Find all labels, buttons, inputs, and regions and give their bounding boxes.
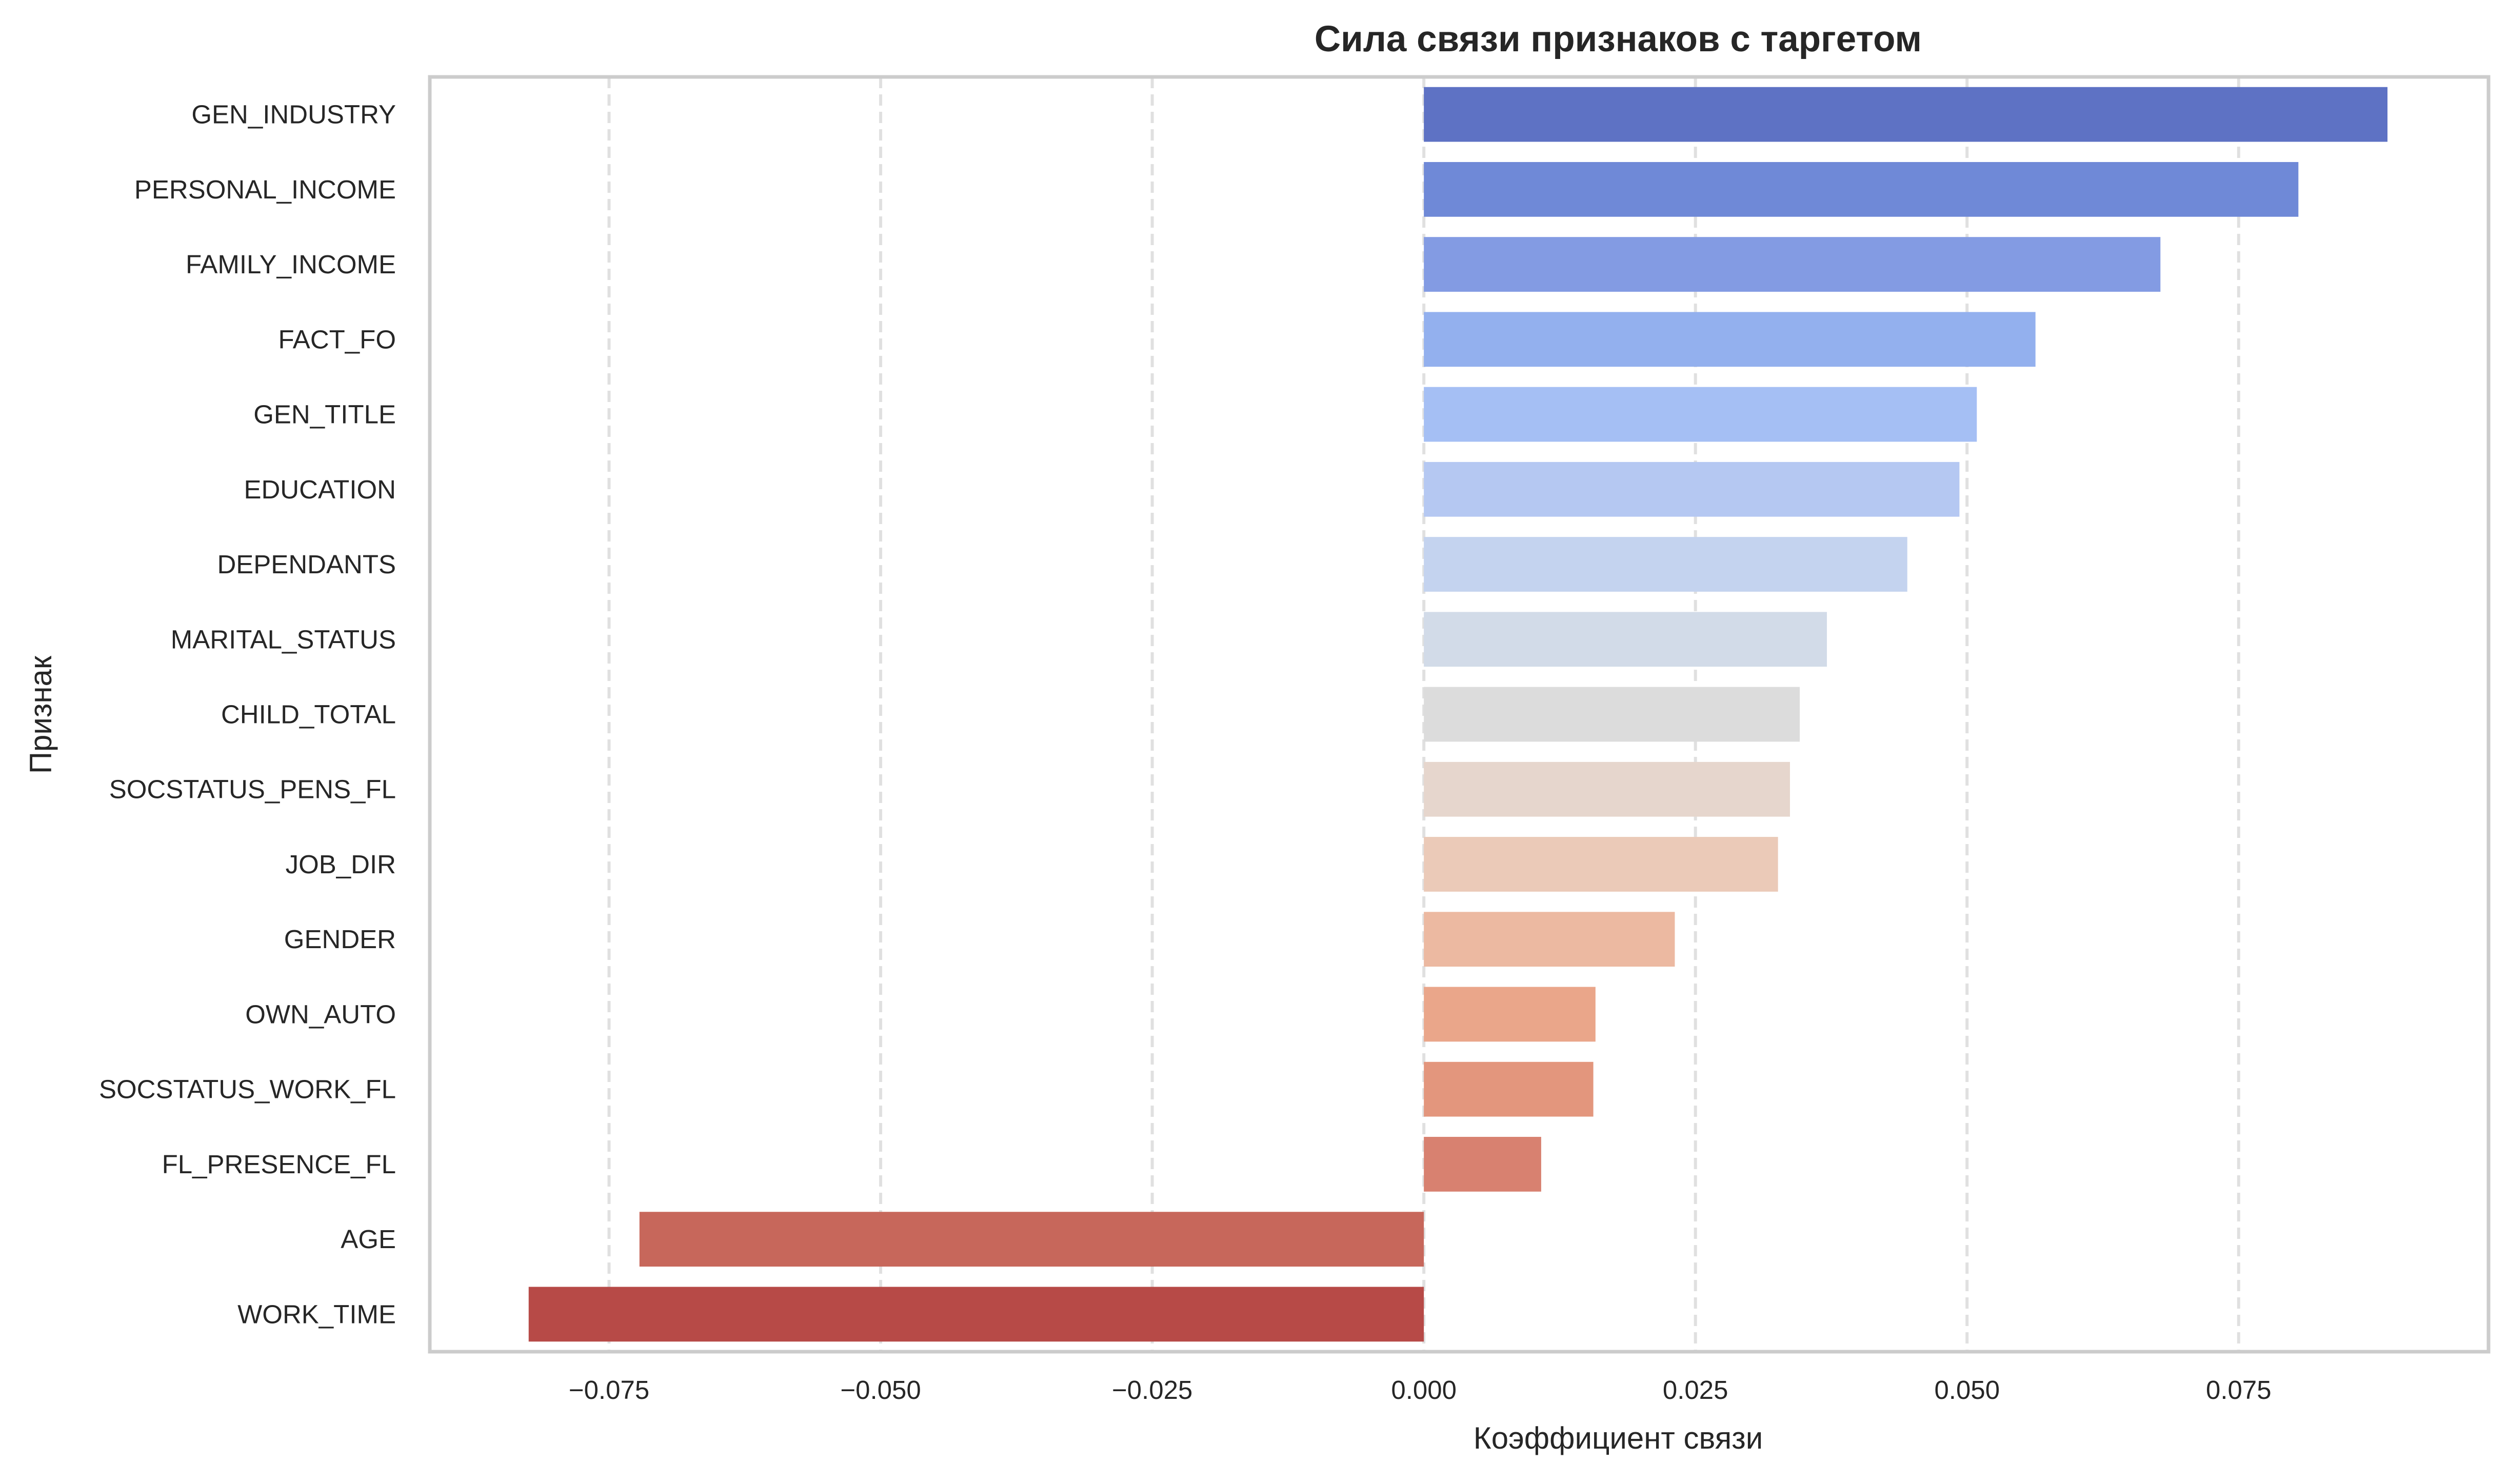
bar-age	[639, 1212, 1424, 1267]
bar-child-total	[1424, 687, 1800, 742]
x-tick-label: −0.075	[569, 1375, 649, 1405]
y-tick-label: EDUCATION	[244, 475, 396, 504]
bar-marital-status	[1424, 612, 1827, 667]
y-tick-label: WORK_TIME	[237, 1299, 396, 1329]
y-tick-label: OWN_AUTO	[245, 999, 396, 1029]
y-tick-label: PERSONAL_INCOME	[134, 175, 396, 204]
y-tick-label: FACT_FO	[278, 325, 396, 354]
x-axis-label: Коэффициент связи	[1474, 1421, 1763, 1455]
bar-socstatus-work-fl	[1424, 1061, 1594, 1117]
bar-fl-presence-fl	[1424, 1137, 1541, 1192]
bar-family-income	[1424, 237, 2161, 292]
y-tick-label: SOCSTATUS_PENS_FL	[109, 775, 396, 804]
y-tick-label: GEN_TITLE	[253, 400, 396, 429]
x-tick-label: 0.050	[1934, 1375, 2000, 1405]
bar-personal-income	[1424, 162, 2299, 217]
x-tick-label: −0.050	[840, 1375, 921, 1405]
x-tick-label: −0.025	[1112, 1375, 1192, 1405]
y-tick-label: GENDER	[284, 925, 396, 954]
y-tick-label: FL_PRESENCE_FL	[162, 1150, 396, 1179]
y-tick-label: GEN_INDUSTRY	[191, 100, 396, 129]
y-tick-label: DEPENDANTS	[217, 550, 396, 579]
bar-own-auto	[1424, 987, 1596, 1042]
y-tick-label: CHILD_TOTAL	[221, 700, 396, 729]
bar-gen-title	[1424, 387, 1977, 442]
bar-gen-industry	[1424, 87, 2388, 142]
y-axis-label: Признак	[24, 655, 58, 774]
y-tick-label: SOCSTATUS_WORK_FL	[99, 1075, 396, 1104]
bar-job-dir	[1424, 837, 1778, 892]
bar-work-time	[528, 1287, 1424, 1342]
x-tick-label: 0.025	[1663, 1375, 1728, 1405]
chart-title: Сила связи признаков с таргетом	[1315, 19, 1922, 59]
x-tick-label: 0.000	[1391, 1375, 1457, 1405]
y-tick-label: FAMILY_INCOME	[186, 250, 396, 279]
bar-fact-fo	[1424, 312, 2036, 367]
y-tick-label: JOB_DIR	[286, 850, 396, 879]
plot-frame	[428, 75, 2491, 1354]
bar-gender	[1424, 912, 1675, 967]
y-tick-label: MARITAL_STATUS	[171, 625, 396, 654]
x-tick-label: 0.075	[2206, 1375, 2272, 1405]
y-tick-label: AGE	[341, 1225, 396, 1254]
bar-education	[1424, 462, 1960, 517]
bar-socstatus-pens-fl	[1424, 761, 1790, 817]
bar-dependants	[1424, 537, 1907, 592]
